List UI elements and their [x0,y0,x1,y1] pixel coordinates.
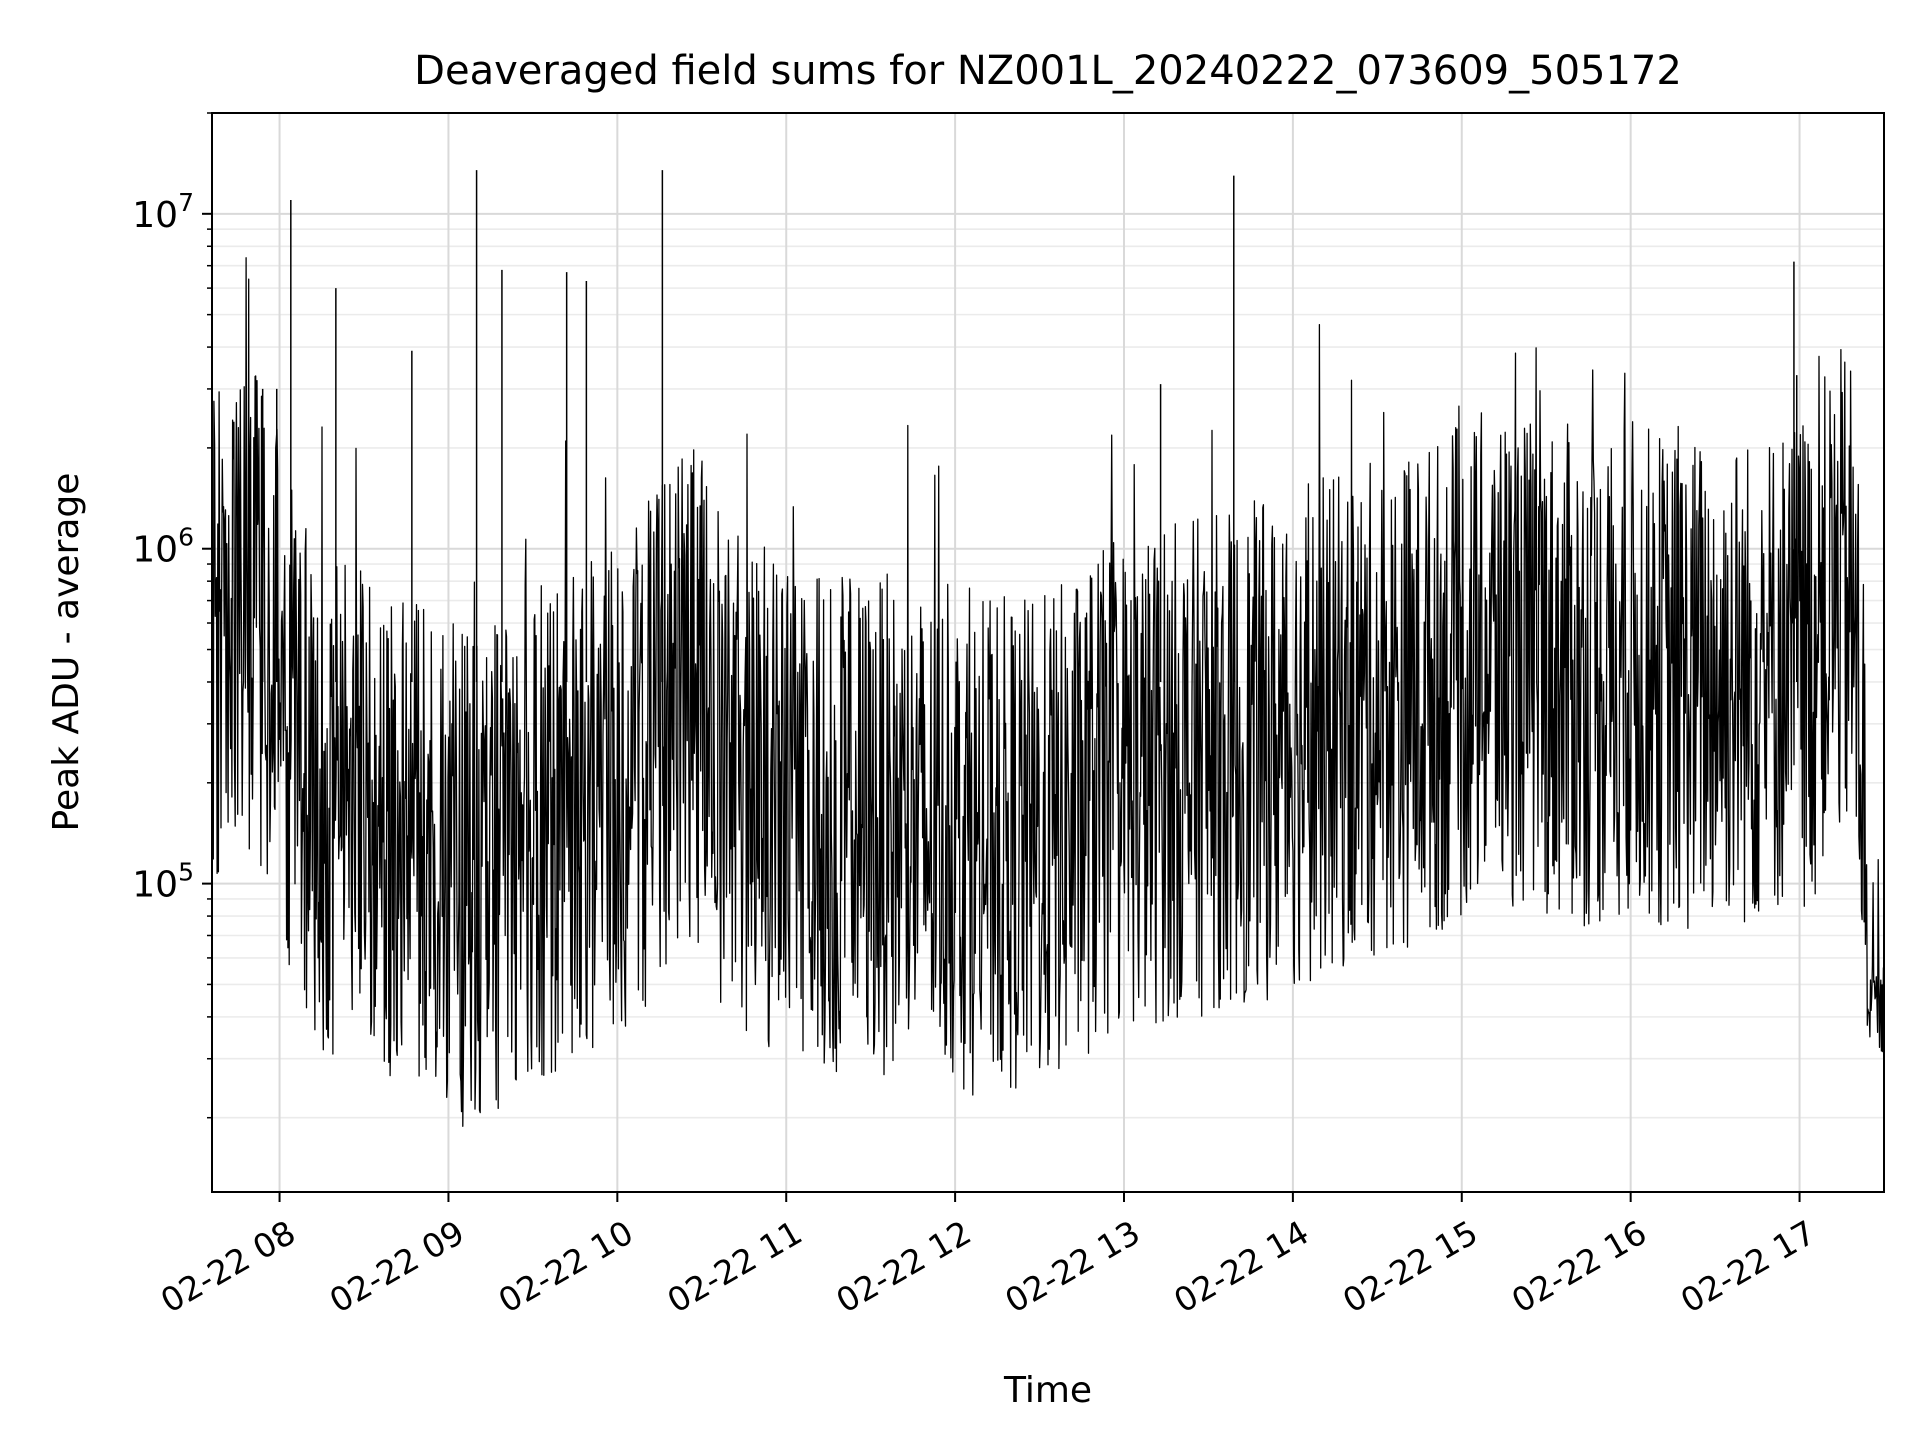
y-tick-label: 106 [132,523,194,571]
chart-title: Deaveraged field sums for NZ001L_2024022… [414,48,1682,94]
series-line [211,170,1885,1127]
x-axis-label: Time [1003,1370,1092,1411]
y-axis-label: Peak ADU - average [46,473,87,832]
y-axis-ticks: 105 106 107 [132,112,212,1119]
y-tick-label: 105 [132,858,194,906]
plot-frame [211,112,1885,1193]
y-tick-label: 107 [132,188,194,236]
series-polyline [211,257,1885,1127]
